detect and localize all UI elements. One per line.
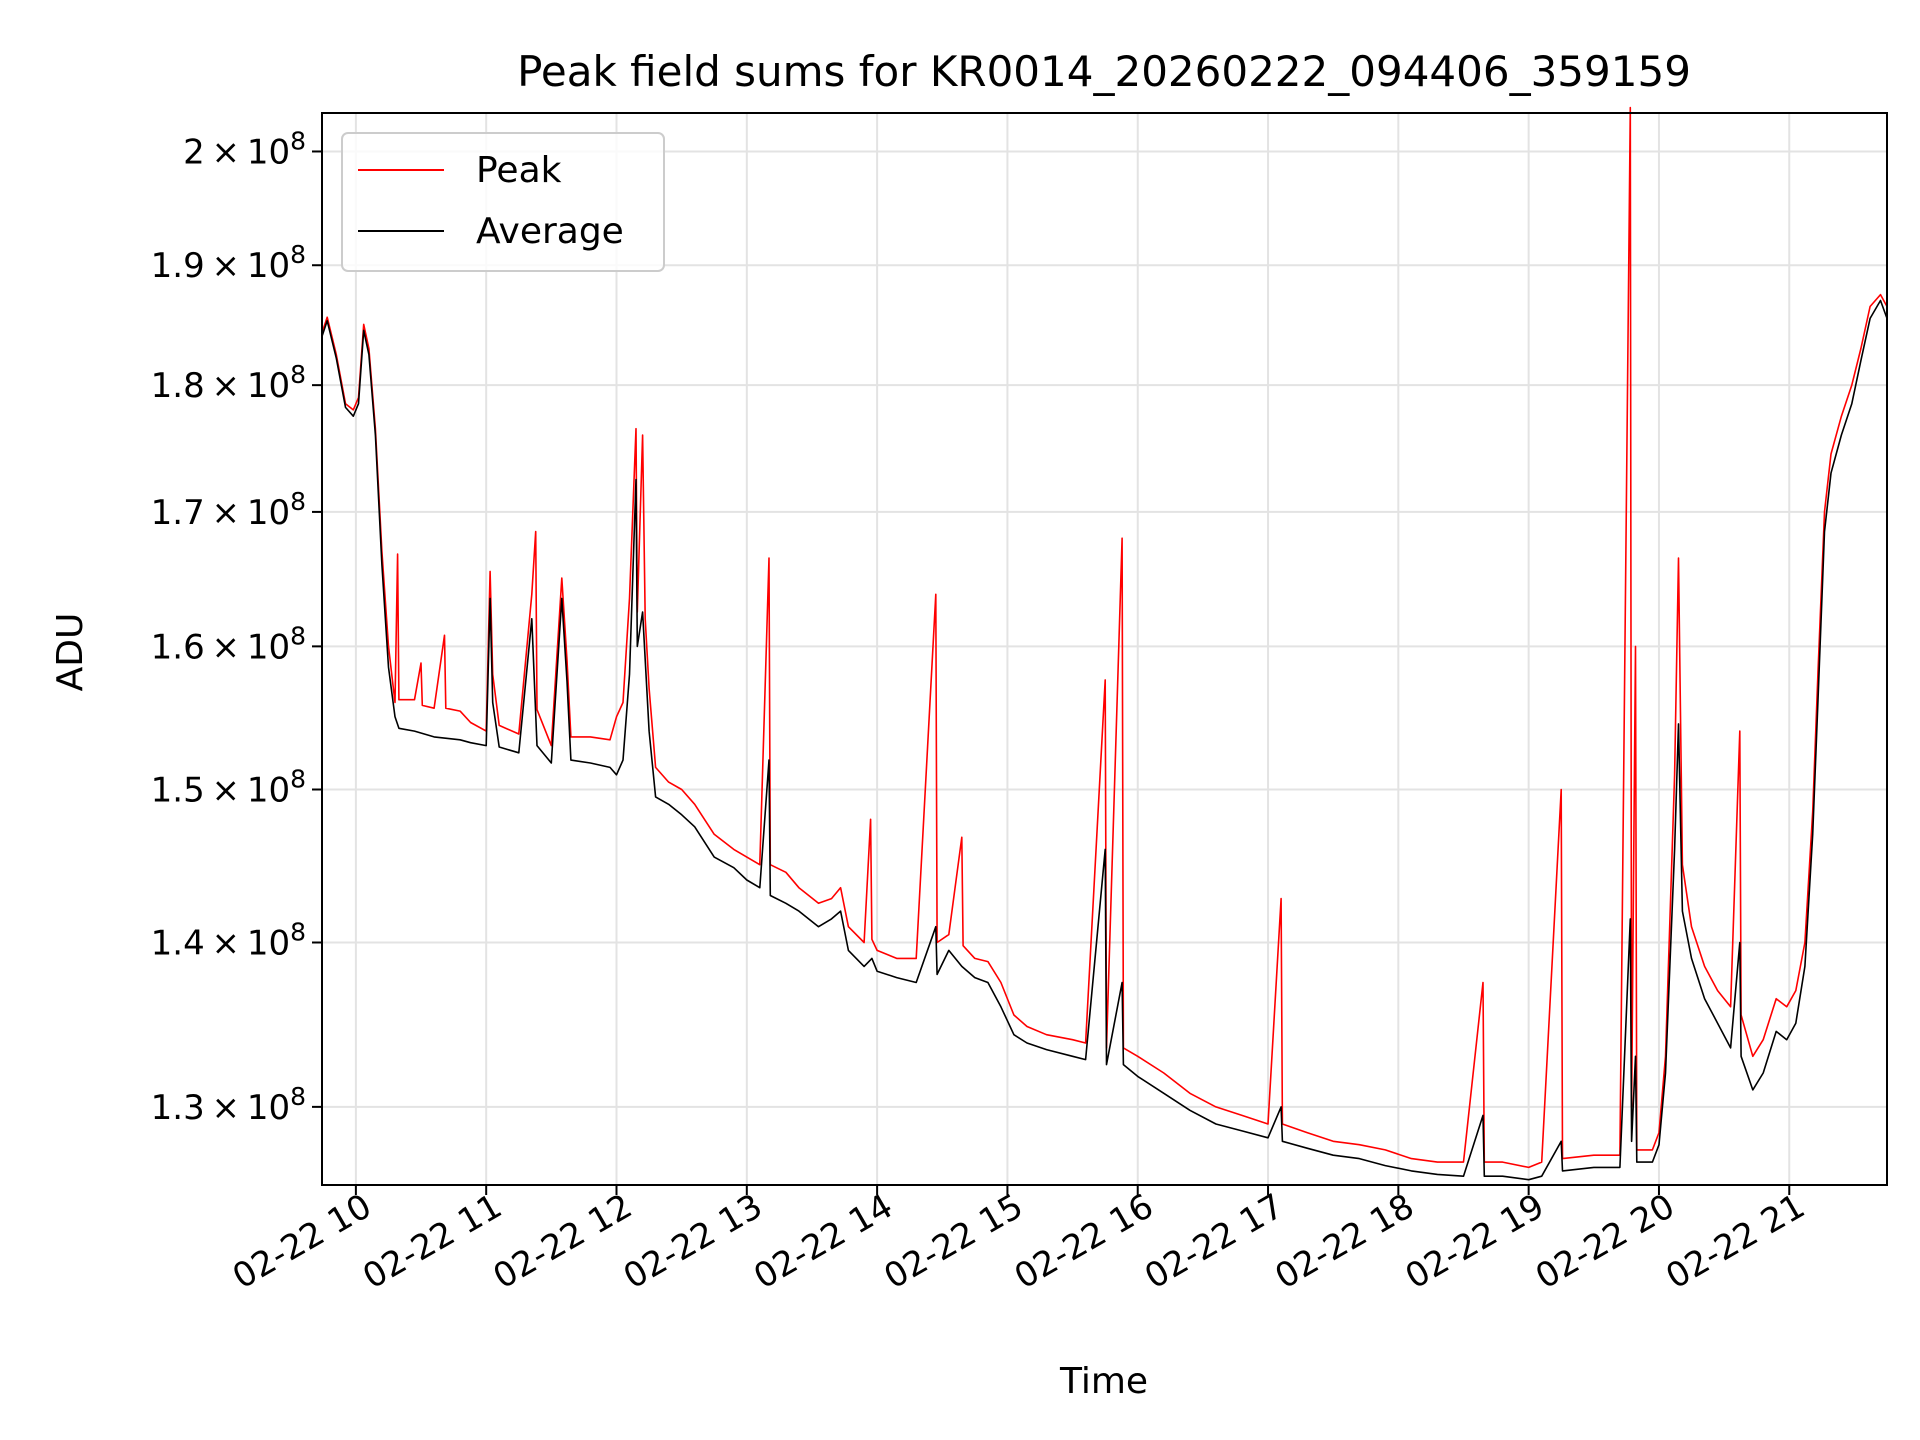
series-line-average [321,299,1888,1181]
y-tick-times-ten: × 10 [205,132,290,172]
y-tick-exponent: 8 [290,1082,306,1111]
chart-title: Peak field sums for KR0014_20260222_0944… [517,47,1691,96]
y-tick-label: 1.8 × 108 [151,360,306,406]
y-tick-times-ten: × 10 [205,627,290,667]
x-axis-label: Time [1059,1361,1148,1402]
legend-label-peak: Peak [476,150,562,191]
legend-box [341,132,665,272]
y-tick-exponent: 8 [290,487,306,516]
grid [322,113,1887,1185]
y-tick-label: 1.7 × 108 [151,487,306,533]
y-tick-times-ten: × 10 [205,366,290,406]
y-tick-label: 1.5 × 108 [151,764,306,810]
y-tick-mantissa: 1.6 [151,627,205,667]
y-tick-label: 1.9 × 108 [151,240,306,286]
y-tick-label: 2 × 108 [183,126,306,172]
y-tick-label: 1.6 × 108 [151,621,306,667]
y-tick-mantissa: 1.5 [151,770,205,810]
y-tick-times-ten: × 10 [205,924,290,964]
y-tick-mantissa: 1.3 [151,1088,205,1128]
y-tick-times-ten: × 10 [205,493,290,533]
plot-frame [321,112,1888,1186]
y-tick-mantissa: 1.7 [151,493,205,533]
legend: Peak Average [341,132,665,272]
y-tick-mantissa: 1.8 [151,366,205,406]
y-tick-label: 1.3 × 108 [151,1082,306,1128]
y-tick-exponent: 8 [290,240,306,269]
y-axis-label: ADU [50,613,91,692]
y-tick-mantissa: 1.9 [151,246,205,286]
legend-label-average: Average [476,211,624,252]
plot-series [321,106,1888,1181]
y-tick-times-ten: × 10 [205,770,290,810]
y-tick-label: 1.4 × 108 [151,918,306,964]
series-line-peak [321,106,1888,1169]
y-tick-exponent: 8 [290,126,306,155]
y-tick-exponent: 8 [290,360,306,389]
y-tick-exponent: 8 [290,621,306,650]
y-tick-exponent: 8 [290,764,306,793]
y-tick-mantissa: 2 [183,132,205,172]
y-tick-times-ten: × 10 [205,1088,290,1128]
y-tick-exponent: 8 [290,918,306,947]
y-tick-mantissa: 1.4 [151,924,205,964]
y-tick-times-ten: × 10 [205,246,290,286]
